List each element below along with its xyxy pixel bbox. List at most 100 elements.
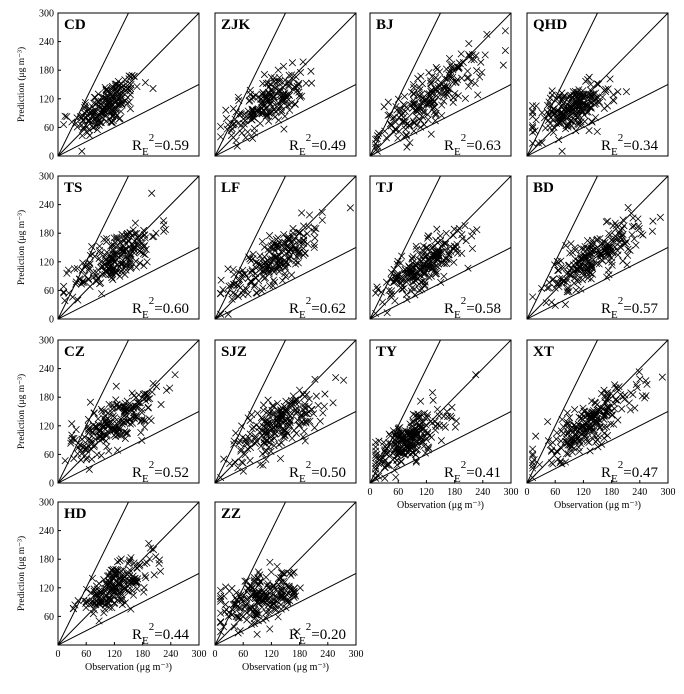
scatter-point (280, 125, 288, 133)
y-tick-label: 300 (39, 9, 54, 20)
scatter-point (571, 432, 580, 440)
scatter-point (254, 598, 262, 606)
scatter-point (629, 214, 637, 222)
scatter-point (556, 443, 565, 451)
scatter-point (380, 103, 388, 111)
scatter-point (298, 92, 306, 100)
scatter-point (246, 255, 254, 263)
scatter-point (88, 455, 96, 463)
scatter-point (579, 87, 587, 95)
scatter-point (265, 281, 274, 290)
scatter-point (569, 249, 577, 257)
scatter-point (275, 116, 283, 124)
scatter-point (111, 82, 120, 90)
scatter-point (374, 285, 382, 294)
scatter-point (449, 78, 457, 86)
scatter-point (544, 437, 553, 445)
scatter-point (566, 444, 574, 452)
scatter-point (251, 270, 260, 278)
scatter-point (403, 143, 411, 151)
scatter-point (120, 410, 128, 418)
scatter-point (594, 246, 602, 254)
scatter-points (217, 558, 304, 638)
scatter-point (229, 289, 237, 297)
scatter-point (372, 309, 380, 318)
scatter-point (130, 559, 138, 567)
scatter-point (408, 104, 417, 112)
x-tick-label: 300 (661, 487, 676, 498)
scatter-point (441, 423, 449, 431)
scatter-point (261, 429, 269, 437)
scatter-point (297, 411, 305, 419)
scatter-point (112, 80, 121, 88)
y-tick-label: 60 (44, 612, 54, 623)
scatter-point (446, 412, 455, 420)
scatter-point (237, 595, 245, 603)
scatter-point (109, 424, 117, 432)
scatter-point (257, 442, 265, 450)
scatter-point (422, 252, 430, 260)
scatter-point (105, 603, 113, 612)
scatter-point (237, 447, 245, 455)
scatter-point (263, 417, 271, 426)
scatter-point (588, 262, 596, 270)
scatter-point (340, 376, 348, 384)
scatter-point (106, 258, 115, 266)
scatter-point (589, 90, 598, 98)
scatter-point (300, 427, 308, 435)
scatter-point (294, 228, 302, 236)
scatter-point (417, 72, 425, 80)
scatter-point (580, 245, 588, 253)
scatter-point (434, 252, 443, 261)
scatter-point (270, 252, 278, 260)
scatter-point (304, 417, 312, 425)
scatter-point (109, 401, 117, 409)
scatter-point (398, 252, 406, 260)
scatter-point (630, 235, 638, 243)
scatter-point (455, 65, 463, 73)
scatter-point (473, 226, 481, 234)
r2-annotation: RE2=0.57 (601, 295, 658, 321)
scatter-point (449, 66, 457, 74)
scatter-point (84, 275, 92, 283)
panel-label: SJZ (221, 344, 247, 360)
scatter-point (248, 267, 256, 275)
scatter-point (245, 611, 254, 619)
scatter-point (262, 455, 270, 463)
scatter-point (114, 431, 122, 439)
scatter-point (235, 439, 243, 447)
scatter-point (441, 239, 449, 247)
scatter-point (266, 558, 274, 566)
scatter-point (140, 423, 149, 431)
scatter-point (286, 569, 294, 577)
panel-bj: BJ RE2=0.63 (369, 12, 512, 158)
scatter-point (424, 446, 432, 454)
scatter-point (82, 262, 90, 270)
scatter-point (556, 275, 564, 283)
scatter-point (450, 258, 458, 266)
scatter-point (558, 147, 566, 155)
scatter-point (580, 407, 588, 415)
scatter-point (81, 445, 89, 453)
scatter-point (451, 89, 459, 98)
scatter-point (101, 412, 109, 420)
scatter-point (253, 289, 261, 297)
scatter-point (132, 263, 141, 271)
scatter-point (86, 251, 94, 260)
scatter-point (127, 73, 135, 81)
scatter-point (262, 609, 270, 617)
scatter-point (445, 54, 454, 62)
scatter-point (583, 100, 591, 108)
scatter-point (140, 560, 149, 568)
scatter-point (274, 574, 283, 582)
scatter-point (236, 604, 245, 612)
scatter-point (311, 234, 319, 242)
scatter-point (229, 280, 238, 288)
scatter-point (69, 605, 77, 613)
y-axis-label: Prediction (μg m⁻³) (16, 374, 27, 449)
scatter-point (393, 456, 401, 464)
scatter-point (104, 104, 112, 112)
scatter-point (448, 63, 456, 71)
scatter-point (638, 392, 646, 400)
scatter-point (404, 276, 412, 284)
